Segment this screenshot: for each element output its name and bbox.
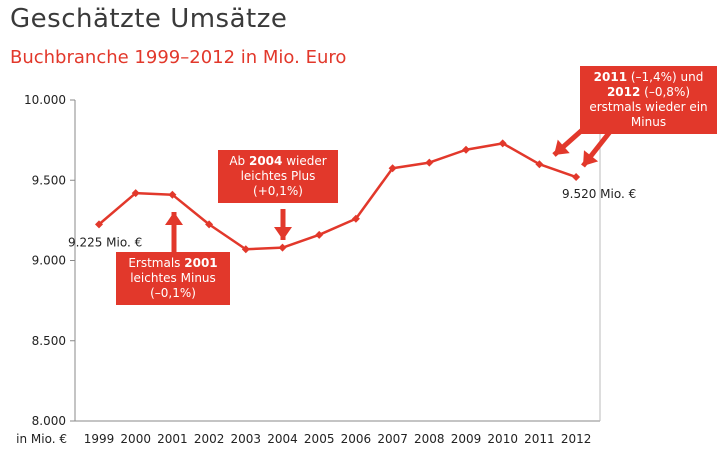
y-tick-labels: 8.000 8.500 9.000 9.500 10.000 bbox=[24, 93, 66, 428]
x-tick-label: 1999 bbox=[84, 432, 115, 446]
data-point bbox=[205, 220, 214, 229]
y-tick-label: 8.500 bbox=[32, 334, 66, 348]
x-tick-label: 2007 bbox=[377, 432, 408, 446]
data-point bbox=[315, 230, 324, 239]
data-label-first: 9.225 Mio. € bbox=[68, 235, 142, 249]
x-tick-label: 2009 bbox=[451, 432, 482, 446]
chart-title: Geschätzte Umsätze bbox=[10, 4, 288, 34]
callout-2011-mid2: (–0,8%) bbox=[640, 85, 691, 99]
callout-2001-year: 2001 bbox=[184, 256, 218, 270]
data-point bbox=[241, 245, 250, 254]
data-point bbox=[131, 189, 140, 198]
y-tick-label: 9.000 bbox=[32, 254, 66, 268]
data-point bbox=[572, 173, 581, 182]
y-tick-label: 8.000 bbox=[32, 414, 66, 428]
arrow-2001-head bbox=[165, 212, 183, 225]
y-tick-label: 10.000 bbox=[24, 93, 66, 107]
x-tick-label: 2006 bbox=[341, 432, 372, 446]
series-polyline bbox=[98, 142, 577, 251]
x-tick-label: 2003 bbox=[231, 432, 262, 446]
data-point bbox=[535, 160, 544, 169]
x-tick-label: 2004 bbox=[267, 432, 298, 446]
data-labels: 9.225 Mio. € 9.520 Mio. € bbox=[68, 187, 636, 249]
data-point bbox=[388, 164, 397, 173]
callout-2011-year: 2011 bbox=[593, 70, 628, 84]
data-point bbox=[278, 243, 287, 252]
data-point bbox=[351, 214, 360, 223]
callout-2004: Ab 2004 wieder leichtes Plus (+0,1%) bbox=[218, 150, 338, 203]
x-unit-label: in Mio. € bbox=[16, 432, 67, 446]
callout-2004-line2: leichtes Plus bbox=[240, 169, 316, 183]
x-tick-label: 2011 bbox=[524, 432, 555, 446]
x-tick-label: 2010 bbox=[487, 432, 518, 446]
callout-2004-line3: (+0,1%) bbox=[253, 184, 303, 198]
callout-2004-year: 2004 bbox=[248, 154, 283, 168]
callout-2011-mid1: (–1,4%) und bbox=[627, 70, 704, 84]
data-point bbox=[95, 220, 103, 229]
data-point bbox=[462, 145, 470, 154]
callout-2001-line3: (–0,1%) bbox=[150, 286, 196, 300]
callout-2011-line3: erstmals wieder ein bbox=[589, 100, 708, 114]
callout-2001-pre: Erstmals bbox=[128, 256, 185, 270]
callout-2004-post: wieder bbox=[282, 154, 327, 168]
x-tick-label: 2012 bbox=[561, 432, 592, 446]
data-label-last: 9.520 Mio. € bbox=[562, 187, 636, 201]
data-point bbox=[498, 139, 507, 148]
data-point bbox=[425, 158, 434, 167]
x-tick-label: 2001 bbox=[157, 432, 188, 446]
x-tick-labels: in Mio. € 1999 2000 2001 2002 2003 2004 2005 200… bbox=[16, 432, 591, 446]
chart-subtitle: Buchbranche 1999–2012 in Mio. Euro bbox=[10, 47, 347, 68]
callout-2001: Erstmals 2001 leichtes Minus (–0,1%) bbox=[116, 252, 230, 305]
callout-2011-line4: Minus bbox=[630, 115, 667, 129]
data-point bbox=[168, 190, 177, 199]
arrow-2012-head bbox=[583, 150, 599, 166]
callout-2001-line2: leichtes Minus bbox=[130, 271, 216, 285]
x-tick-label: 2002 bbox=[194, 432, 225, 446]
x-tick-label: 2008 bbox=[414, 432, 445, 446]
series-line bbox=[95, 139, 581, 254]
x-tick-label: 2000 bbox=[120, 432, 151, 446]
callout-2011-2012: 2011 (–1,4%) und 2012 (–0,8%) erstmals w… bbox=[580, 66, 717, 134]
chart-axes bbox=[70, 99, 601, 422]
x-tick-label: 2005 bbox=[304, 432, 335, 446]
arrow-2011-head bbox=[554, 139, 570, 155]
callout-2004-pre: Ab bbox=[229, 154, 249, 168]
y-tick-label: 9.500 bbox=[32, 173, 66, 187]
arrow-2004-head bbox=[274, 227, 292, 240]
callout-2012-year: 2012 bbox=[606, 85, 641, 99]
